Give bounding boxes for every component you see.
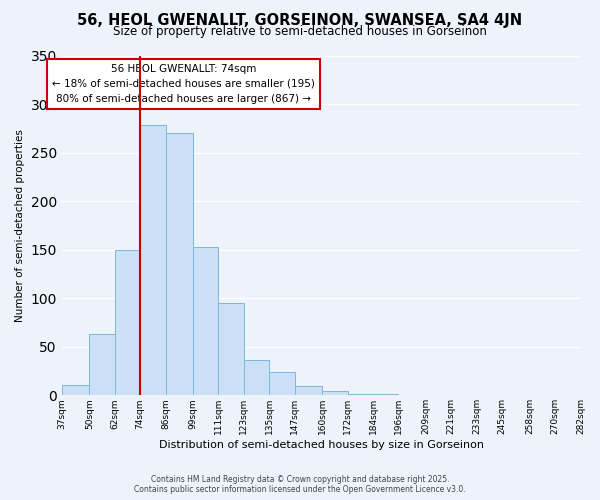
Text: Contains HM Land Registry data © Crown copyright and database right 2025.
Contai: Contains HM Land Registry data © Crown c… [134, 474, 466, 494]
Bar [140, 126, 166, 396]
Bar [218, 303, 244, 396]
Bar [269, 372, 295, 396]
Bar [193, 247, 218, 396]
Text: Size of property relative to semi-detached houses in Gorseinon: Size of property relative to semi-detach… [113, 25, 487, 38]
Bar [347, 394, 373, 396]
Bar [89, 334, 115, 396]
Bar [295, 386, 322, 396]
Bar [115, 250, 140, 396]
Bar [373, 394, 398, 396]
Bar [166, 133, 193, 396]
Text: 56, HEOL GWENALLT, GORSEINON, SWANSEA, SA4 4JN: 56, HEOL GWENALLT, GORSEINON, SWANSEA, S… [77, 12, 523, 28]
Bar [62, 384, 89, 396]
X-axis label: Distribution of semi-detached houses by size in Gorseinon: Distribution of semi-detached houses by … [158, 440, 484, 450]
Text: 56 HEOL GWENALLT: 74sqm
← 18% of semi-detached houses are smaller (195)
80% of s: 56 HEOL GWENALLT: 74sqm ← 18% of semi-de… [52, 64, 315, 104]
Y-axis label: Number of semi-detached properties: Number of semi-detached properties [15, 129, 25, 322]
Bar [244, 360, 269, 396]
Bar [322, 392, 347, 396]
